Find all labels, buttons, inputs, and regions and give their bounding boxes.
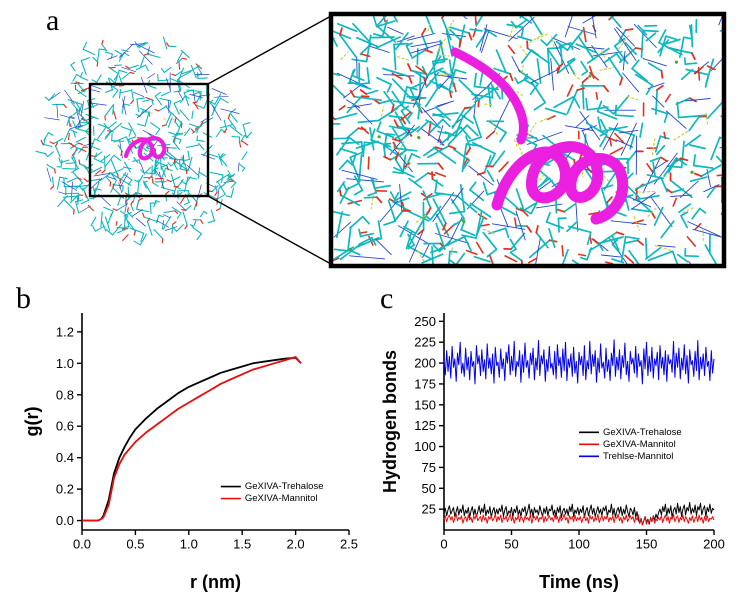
y-tick-label: 0.2 [56,482,74,497]
panel-a-label: a [46,4,60,37]
legend-entry-label: GeXIVA-Mannitol [245,493,318,504]
x-axis-label: r (nm) [190,572,241,592]
y-tick-label: 225 [414,335,436,350]
x-tick-label: 200 [703,537,725,552]
molecular-panel [35,11,727,269]
series-gexiva-trehalose [443,502,715,526]
x-tick-label: 0 [440,537,447,552]
legend-entry-label: GeXIVA-Trehalose [603,427,682,438]
plot-series [82,356,302,522]
y-tick-label: 0.8 [56,387,74,402]
legend-entry-label: GeXIVA-Mannitol [603,439,676,450]
y-tick-label: 1.0 [56,356,74,371]
zoom-source-box [88,82,210,198]
legend-entry-label: GeXIVA-Trehalose [245,481,324,492]
y-tick-label: 175 [414,376,436,391]
y-tick-label: 200 [414,356,436,371]
x-tick-label: 1.0 [180,537,198,552]
x-tick-label: 0.0 [73,537,91,552]
x-tick-label: 1.5 [233,537,251,552]
plot-series [443,339,715,526]
x-axis-label: Time (ns) [539,572,619,592]
panel-b-label: b [16,282,31,315]
hbond-chart: 0 50 100 150 200 25 50 75 100 125 150 175 200 225 250 T… [380,313,725,592]
left-molecule [35,36,253,246]
y-tick-label: 25 [422,502,436,517]
protein-ribbon-helix [491,141,629,225]
axes: 0 50 100 150 200 25 50 75 100 125 150 175 200 225 250 [414,313,725,552]
zoom-connector-top [207,15,332,85]
series-gexiva-trehalose [82,356,302,522]
x-tick-label: 150 [636,537,658,552]
x-tick-label: 2.5 [340,537,358,552]
y-tick-label: 150 [414,397,436,412]
series-trehlse-mannitol [443,339,715,385]
protein-ribbon-small [123,136,167,161]
legend: GeXIVA-TrehaloseGeXIVA-MannitolTrehlse-M… [579,427,682,462]
series-gexiva-mannitol [82,356,302,522]
y-tick-label: 250 [414,314,436,329]
y-tick-label: 0.4 [56,450,74,465]
y-axis-label: g(r) [22,407,42,437]
y-tick-label: 75 [422,460,436,475]
y-tick-label: 125 [414,418,436,433]
y-tick-label: 0.0 [56,513,74,528]
rdf-chart: 0.0 0.5 1.0 1.5 2.0 2.5 0.0 0.2 0.4 0.6 0.8 1.0 1.2 r… [22,313,358,592]
series-gexiva-mannitol [443,513,715,526]
x-tick-label: 2.0 [287,537,305,552]
y-axis-label: Hydrogen bonds [380,350,400,493]
protein-ribbon-strand [450,47,528,145]
y-tick-label: 0.6 [56,419,74,434]
x-tick-label: 0.5 [126,537,144,552]
y-tick-label: 50 [422,481,436,496]
zoom-connector-bottom [207,195,332,265]
x-tick-label: 100 [568,537,590,552]
y-tick-label: 100 [414,439,436,454]
legend-entry-label: Trehlse-Mannitol [603,451,673,462]
zoom-view [333,16,722,264]
y-tick-label: 1.2 [56,324,74,339]
panel-c-label: c [380,282,394,315]
x-tick-label: 50 [504,537,518,552]
axes: 0.0 0.5 1.0 1.5 2.0 2.5 0.0 0.2 0.4 0.6 0.8 1.0 1.2 [56,313,358,552]
zoom-frame [328,11,727,269]
